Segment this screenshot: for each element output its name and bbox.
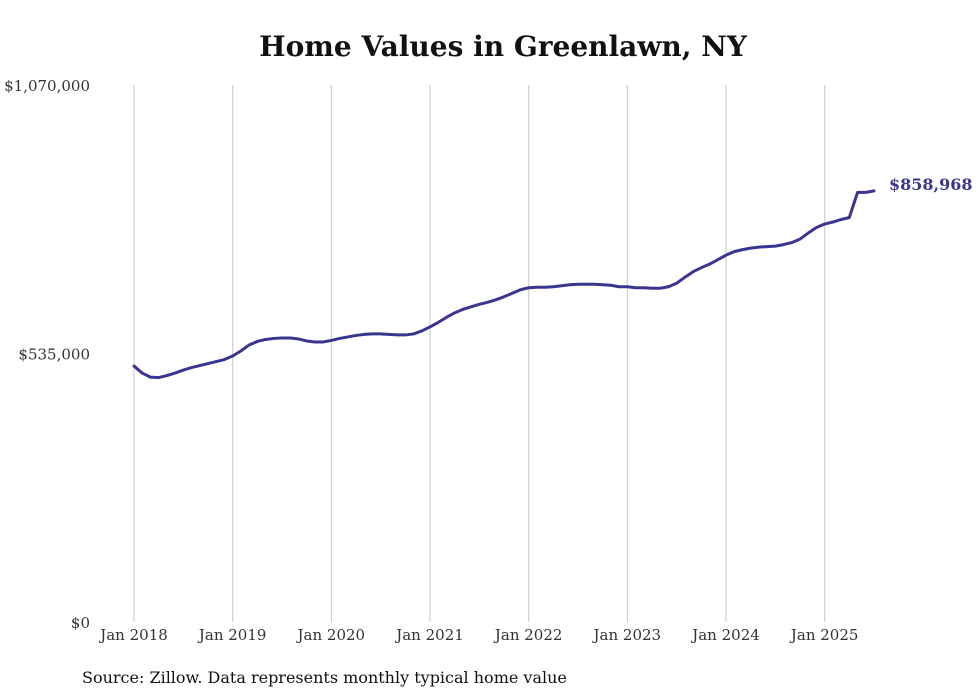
y-tick-label: $1,070,000: [4, 77, 90, 95]
y-tick-label: $535,000: [18, 346, 90, 364]
series-group: [132, 189, 876, 380]
end-value-label: $858,968: [889, 175, 973, 194]
series-line: [132, 189, 876, 380]
y-axis-tick-labels: $0 $535,000 $1,070,000: [4, 77, 90, 632]
x-tick-label: Jan 2018: [98, 626, 168, 644]
x-axis-tick-labels: Jan 2018 Jan 2019 Jan 2020 Jan 2021 Jan 2022…: [98, 626, 858, 644]
vertical-gridlines: [133, 85, 826, 622]
x-tick-label: Jan 2020: [296, 626, 366, 644]
end-value-label-group: $858,968: [889, 175, 973, 194]
y-tick-label: $0: [71, 614, 90, 632]
source-note: Source: Zillow. Data represents monthly …: [82, 668, 567, 687]
x-tick-label: Jan 2024: [690, 626, 760, 644]
chart-title: Home Values in Greenlawn, NY: [259, 30, 747, 63]
x-tick-label: Jan 2019: [197, 626, 267, 644]
x-tick-label: Jan 2023: [592, 626, 662, 644]
x-tick-label: Jan 2025: [789, 626, 859, 644]
x-tick-label: Jan 2022: [493, 626, 563, 644]
x-tick-label: Jan 2021: [394, 626, 464, 644]
